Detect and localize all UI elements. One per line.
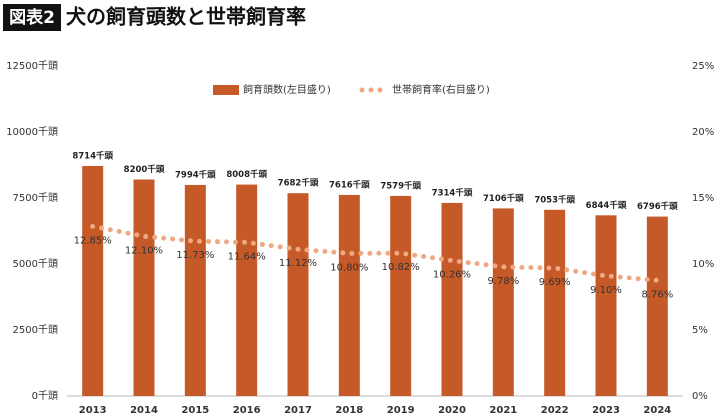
x-tick-label: 2017 (284, 405, 312, 416)
value-label: 6844千頭 (586, 200, 627, 211)
value-label: 9.10% (590, 285, 622, 296)
y-tick-label: 12500千頭 (6, 60, 58, 72)
value-label: 7053千頭 (534, 194, 575, 205)
legend-swatch (213, 85, 239, 95)
value-label: 7994千頭 (175, 169, 216, 180)
value-label: 8008千頭 (226, 169, 267, 180)
y2-tick-label: 20% (692, 127, 714, 138)
bar (184, 184, 206, 396)
badge: 図表2 (9, 7, 55, 28)
value-label: 10.82% (382, 262, 420, 273)
value-label: 8714千頭 (72, 150, 113, 161)
x-tick-label: 2022 (541, 405, 569, 416)
value-label: 7106千頭 (483, 193, 524, 204)
bar (236, 184, 258, 396)
value-label: 8.76% (641, 289, 673, 300)
y-tick-label: 5000千頭 (13, 258, 58, 270)
bar (595, 215, 617, 396)
y-tick-label: 7500千頭 (13, 192, 58, 204)
y2-tick-label: 10% (692, 259, 714, 270)
value-label: 9.69% (539, 277, 571, 288)
bar (646, 216, 668, 396)
x-tick-label: 2016 (233, 405, 261, 416)
bar (82, 165, 104, 396)
x-tick-label: 2024 (643, 405, 671, 416)
bar (338, 194, 360, 396)
y-tick-label: 2500千頭 (13, 324, 58, 336)
x-tick-label: 2019 (387, 405, 415, 416)
value-label: 12.85% (74, 235, 112, 246)
bar (441, 202, 463, 396)
x-tick-label: 2021 (489, 405, 517, 416)
value-label: 10.26% (433, 270, 471, 281)
y2-tick-label: 25% (692, 61, 714, 72)
value-label: 8200千頭 (124, 164, 165, 175)
x-tick-label: 2023 (592, 405, 620, 416)
bar (287, 193, 309, 396)
legend-label: 飼育頭数(左目盛り) (243, 83, 331, 96)
y2-tick-label: 5% (692, 325, 708, 336)
y2-tick-label: 0% (692, 391, 708, 402)
y-tick-label: 10000千頭 (6, 126, 58, 138)
value-label: 6796千頭 (637, 201, 678, 212)
bar (390, 195, 412, 396)
x-tick-label: 2018 (335, 405, 363, 416)
badge-box (3, 4, 61, 31)
bar (544, 209, 566, 396)
bar (133, 179, 155, 396)
y2-tick-label: 15% (692, 193, 714, 204)
legend-label: 世帯飼育率(右目盛り) (392, 83, 490, 96)
value-label: 7616千頭 (329, 179, 370, 190)
value-label: 12.10% (125, 245, 163, 256)
value-label: 11.64% (228, 251, 266, 262)
value-label: 10.80% (330, 262, 368, 273)
y-tick-label: 0千頭 (32, 390, 58, 402)
value-label: 9.78% (487, 276, 519, 287)
chart-title: 犬の飼育頭数と世帯飼育率 (66, 5, 306, 29)
value-label: 7314千頭 (432, 187, 473, 198)
bar (492, 208, 514, 396)
value-label: 7682千頭 (278, 178, 319, 189)
value-label: 11.73% (176, 250, 214, 261)
x-tick-label: 2013 (79, 405, 107, 416)
value-label: 7579千頭 (380, 180, 421, 191)
value-label: 11.12% (279, 258, 317, 269)
x-tick-label: 2015 (181, 405, 209, 416)
x-tick-label: 2014 (130, 405, 158, 416)
x-tick-label: 2020 (438, 405, 466, 416)
